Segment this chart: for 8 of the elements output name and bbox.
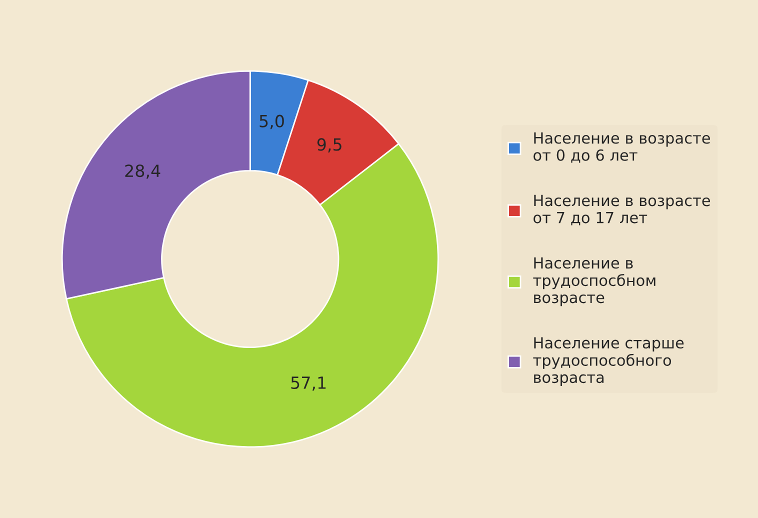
legend-label: Население в возрасте от 7 до 17 лет xyxy=(534,194,710,226)
legend-label: Население в трудоспосбном возрасте xyxy=(533,257,656,306)
data-label: 28,4 xyxy=(125,164,160,179)
data-label: 9,5 xyxy=(317,138,342,152)
data-label: 5,0 xyxy=(260,114,284,130)
legend-label: Население в возрасте от 0 до 6 лет xyxy=(534,132,710,163)
data-label: 57,1 xyxy=(291,376,326,391)
legend-label: Население старше трудоспособного возраста xyxy=(533,337,684,386)
